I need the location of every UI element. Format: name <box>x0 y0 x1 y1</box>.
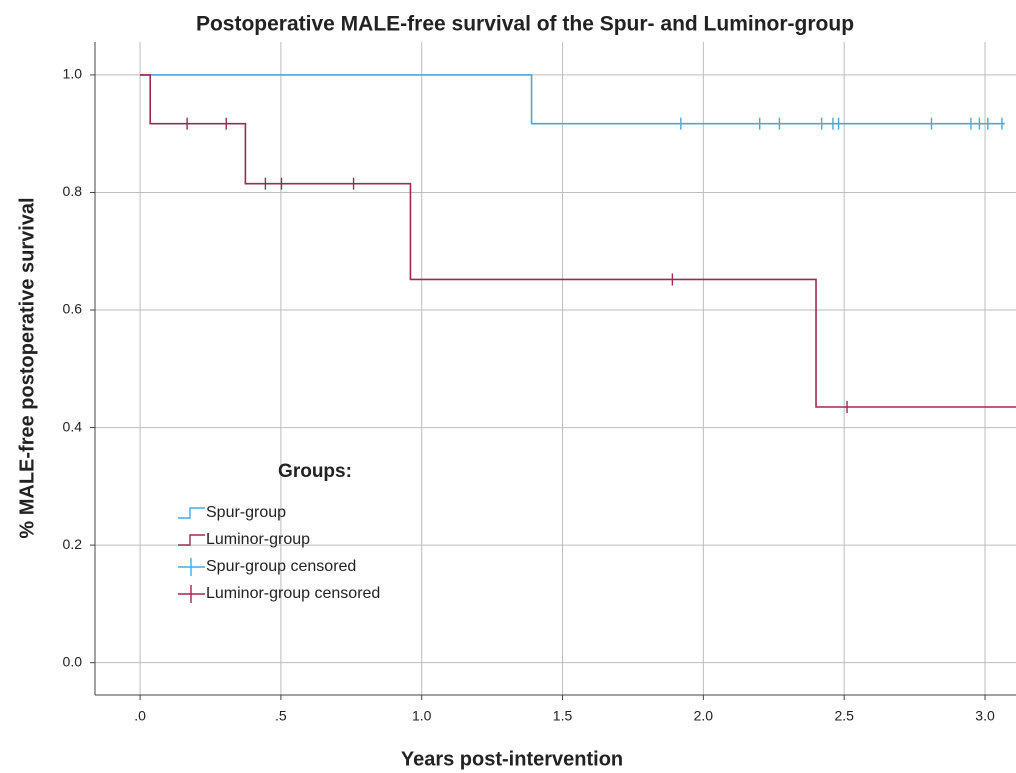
legend-icon <box>178 585 205 603</box>
x-axis-label: Years post-intervention <box>401 748 623 770</box>
grid: .0 .5 1.0 1.5 2.0 2.5 3.0 0.0 0.2 0.4 0.6 0.8 1.0 <box>63 42 1016 724</box>
x-tick-label: 2.5 <box>834 708 854 724</box>
legend-label: Luminor-group <box>206 531 310 548</box>
x-tick-label: 1.5 <box>553 708 573 724</box>
x-tick-label: 1.0 <box>412 708 432 724</box>
plot-area <box>140 74 1016 413</box>
legend-label: Spur-group <box>206 504 286 521</box>
x-tick-label: .5 <box>275 708 287 724</box>
x-tick-label: 3.0 <box>975 708 995 724</box>
chart-title: Postoperative MALE-free survival of the … <box>196 13 854 36</box>
y-tick-label: 1.0 <box>63 66 83 82</box>
survival-line <box>140 74 1016 408</box>
legend-label: Luminor-group censored <box>206 585 380 602</box>
legend-label: Spur-group censored <box>206 558 356 575</box>
legend-icon <box>178 558 205 576</box>
legend-icon <box>178 534 205 546</box>
x-tick-label: 2.0 <box>694 708 714 724</box>
y-tick-label: 0.6 <box>63 301 83 317</box>
y-axis-label: % MALE-free postoperative survival <box>16 197 38 538</box>
y-tick-label: 0.0 <box>63 653 83 669</box>
legend-title: Groups: <box>278 461 352 482</box>
y-tick-label: 0.8 <box>63 183 83 199</box>
legend: Groups: Spur-group Luminor-group Spur-grou… <box>178 461 380 603</box>
legend-icon <box>178 507 205 519</box>
y-tick-label: 0.2 <box>63 536 83 552</box>
survival-line <box>140 74 1005 125</box>
x-tick-label: .0 <box>134 708 146 724</box>
y-tick-label: 0.4 <box>63 418 83 434</box>
